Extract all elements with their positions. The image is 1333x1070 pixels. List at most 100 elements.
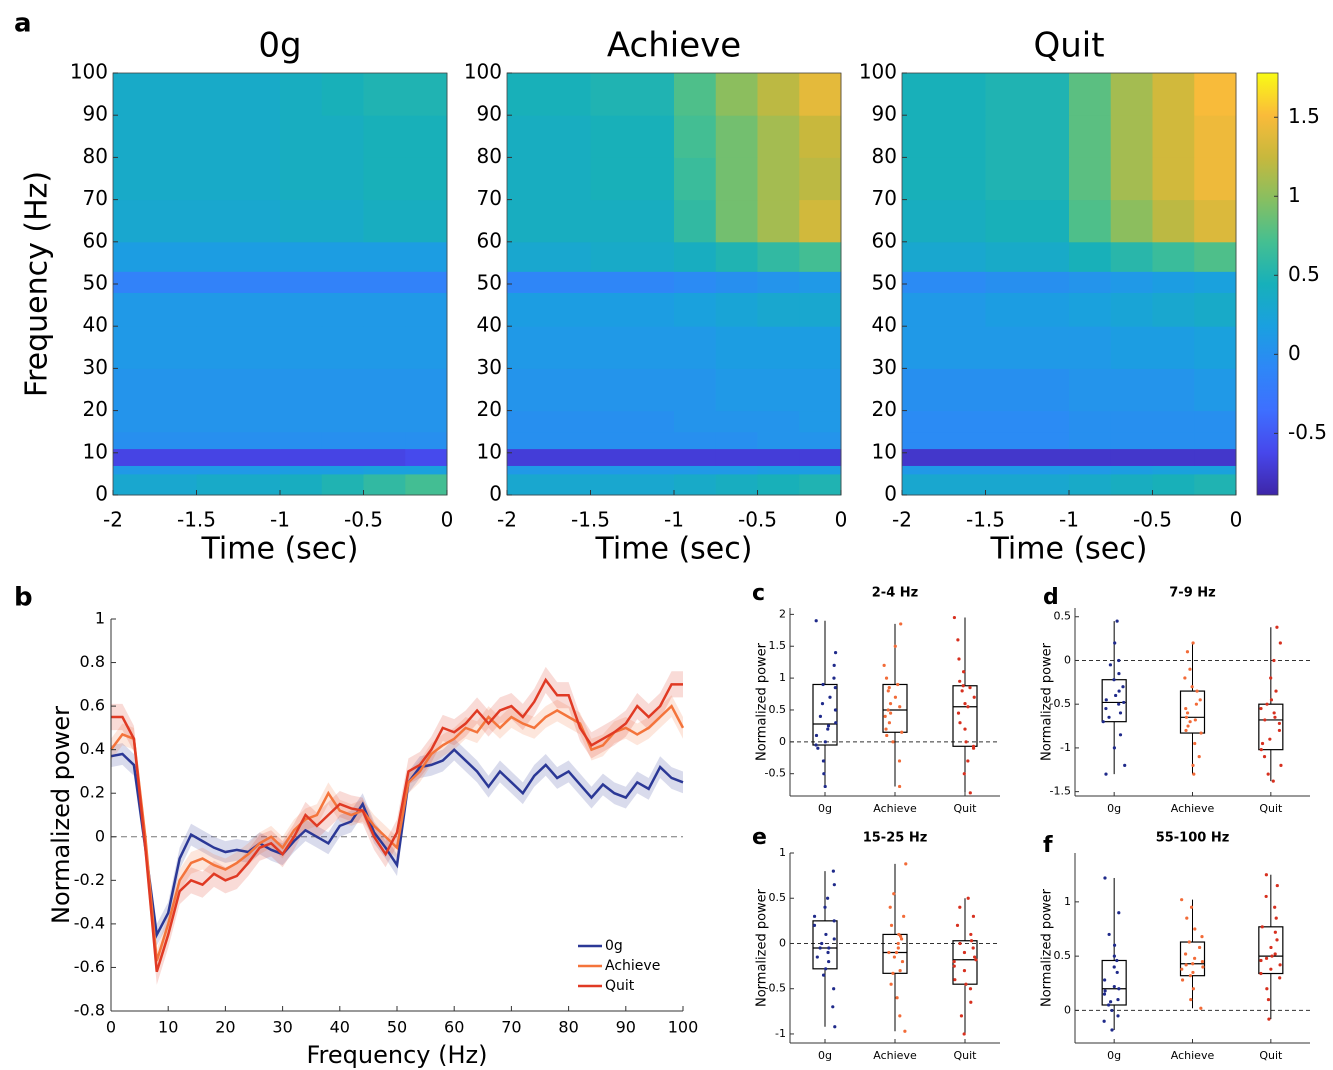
- box: [882, 683, 908, 733]
- data-point: [1278, 641, 1282, 645]
- heatmap-cell: [1194, 292, 1237, 327]
- data-point: [1193, 927, 1197, 931]
- data-point: [824, 932, 828, 937]
- data-point: [972, 695, 976, 699]
- data-point: [892, 892, 896, 896]
- data-point: [1198, 698, 1202, 702]
- panel-title: Achieve: [607, 26, 741, 66]
- heatmap-cell: [674, 292, 717, 327]
- data-point: [1260, 741, 1265, 746]
- data-point: [814, 733, 819, 738]
- heatmap-cell: [1194, 465, 1237, 475]
- heatmap-cell: [363, 410, 406, 433]
- heatmap-cell: [674, 157, 717, 201]
- panel-title: 7-9 Hz: [1169, 586, 1215, 601]
- heatmap-cell: [363, 292, 406, 327]
- heatmap-cell: [590, 115, 675, 158]
- data-point: [1259, 971, 1263, 976]
- data-point: [894, 950, 899, 955]
- heatmap-cell: [715, 292, 758, 327]
- heatmap-cell: [321, 241, 364, 272]
- y-tick-label: 0.2: [80, 783, 105, 802]
- y-tick-label: 30: [83, 355, 108, 379]
- data-point: [969, 932, 973, 937]
- y-tick-label: -0.5: [765, 982, 786, 995]
- heatmap-cell: [799, 473, 842, 496]
- data-point: [1195, 689, 1199, 693]
- data-point: [1199, 731, 1203, 735]
- box: [812, 683, 838, 746]
- data-point: [1110, 1028, 1114, 1032]
- y-tick-label: 40: [477, 313, 502, 337]
- data-point: [888, 701, 893, 706]
- colorbar-tick-label: 0.5: [1288, 262, 1320, 286]
- panel-label: c: [752, 581, 765, 606]
- x-tick-label: -0.5: [738, 508, 777, 532]
- data-point: [833, 651, 838, 655]
- heatmap-cell: [590, 368, 675, 412]
- data-point: [1275, 625, 1279, 629]
- data-point: [891, 740, 895, 744]
- data-point: [898, 969, 902, 973]
- y-tick-label: -0.6: [74, 957, 105, 976]
- data-point: [1112, 943, 1117, 947]
- data-point: [1267, 1017, 1271, 1021]
- heatmap-cell: [113, 73, 197, 116]
- heatmap-cell: [902, 199, 986, 243]
- y-tick-label: 40: [872, 313, 897, 337]
- data-point: [1117, 702, 1121, 706]
- heatmap-cell: [674, 448, 717, 466]
- heatmap-cell: [1194, 199, 1237, 243]
- data-point: [887, 950, 891, 955]
- y-tick-label: 100: [70, 60, 108, 84]
- data-point: [1262, 755, 1267, 759]
- heatmap-cell: [280, 473, 323, 496]
- line: [110, 747, 684, 939]
- heatmap-cell: [507, 241, 591, 272]
- heatmap-cell: [1194, 431, 1237, 450]
- heatmap-cell: [590, 431, 675, 450]
- x-tick-label: 0: [835, 508, 848, 532]
- heatmap-cell: [321, 473, 364, 496]
- y-tick-label: 60: [477, 228, 502, 252]
- heatmap-cell: [985, 465, 1070, 475]
- heatmap-cell: [902, 326, 986, 369]
- data-point: [1199, 1006, 1203, 1010]
- heatmap-cell: [1152, 465, 1195, 475]
- heatmap-cell: [1152, 473, 1195, 496]
- heatmap-cell: [590, 448, 675, 466]
- heatmap-cell: [405, 465, 448, 475]
- heatmap-cell: [363, 73, 406, 116]
- heatmap-cell: [902, 473, 986, 496]
- data-point: [897, 759, 902, 763]
- y-tick-label: 0: [95, 826, 105, 845]
- data-point: [1103, 989, 1107, 993]
- heatmap-cell: [985, 157, 1070, 201]
- heatmap-cell: [363, 431, 406, 450]
- data-point: [1273, 715, 1277, 719]
- data-point: [882, 663, 886, 667]
- data-point: [958, 721, 962, 725]
- data-point: [1180, 898, 1184, 902]
- y-tick-label: 40: [83, 313, 108, 337]
- y-tick-label: 1: [95, 609, 105, 628]
- heatmap-cell: [674, 465, 717, 475]
- data-point: [1108, 663, 1113, 667]
- heatmap-cell: [799, 448, 842, 466]
- heatmap-cell: [405, 410, 448, 433]
- heatmap-cell: [799, 368, 842, 412]
- heatmap-cell: [1194, 410, 1237, 433]
- box: [812, 920, 838, 970]
- data-point: [823, 740, 827, 744]
- colorbar: [1256, 72, 1279, 496]
- heatmap-cell: [674, 271, 717, 293]
- heatmap-cell: [507, 473, 591, 496]
- x-tick-label: -2: [103, 508, 123, 532]
- data-point: [1123, 763, 1127, 767]
- panel-label: f: [1043, 833, 1053, 858]
- data-point: [1112, 954, 1116, 958]
- y-tick-label: 90: [477, 102, 502, 126]
- data-point: [956, 638, 960, 642]
- data-point: [1197, 945, 1202, 950]
